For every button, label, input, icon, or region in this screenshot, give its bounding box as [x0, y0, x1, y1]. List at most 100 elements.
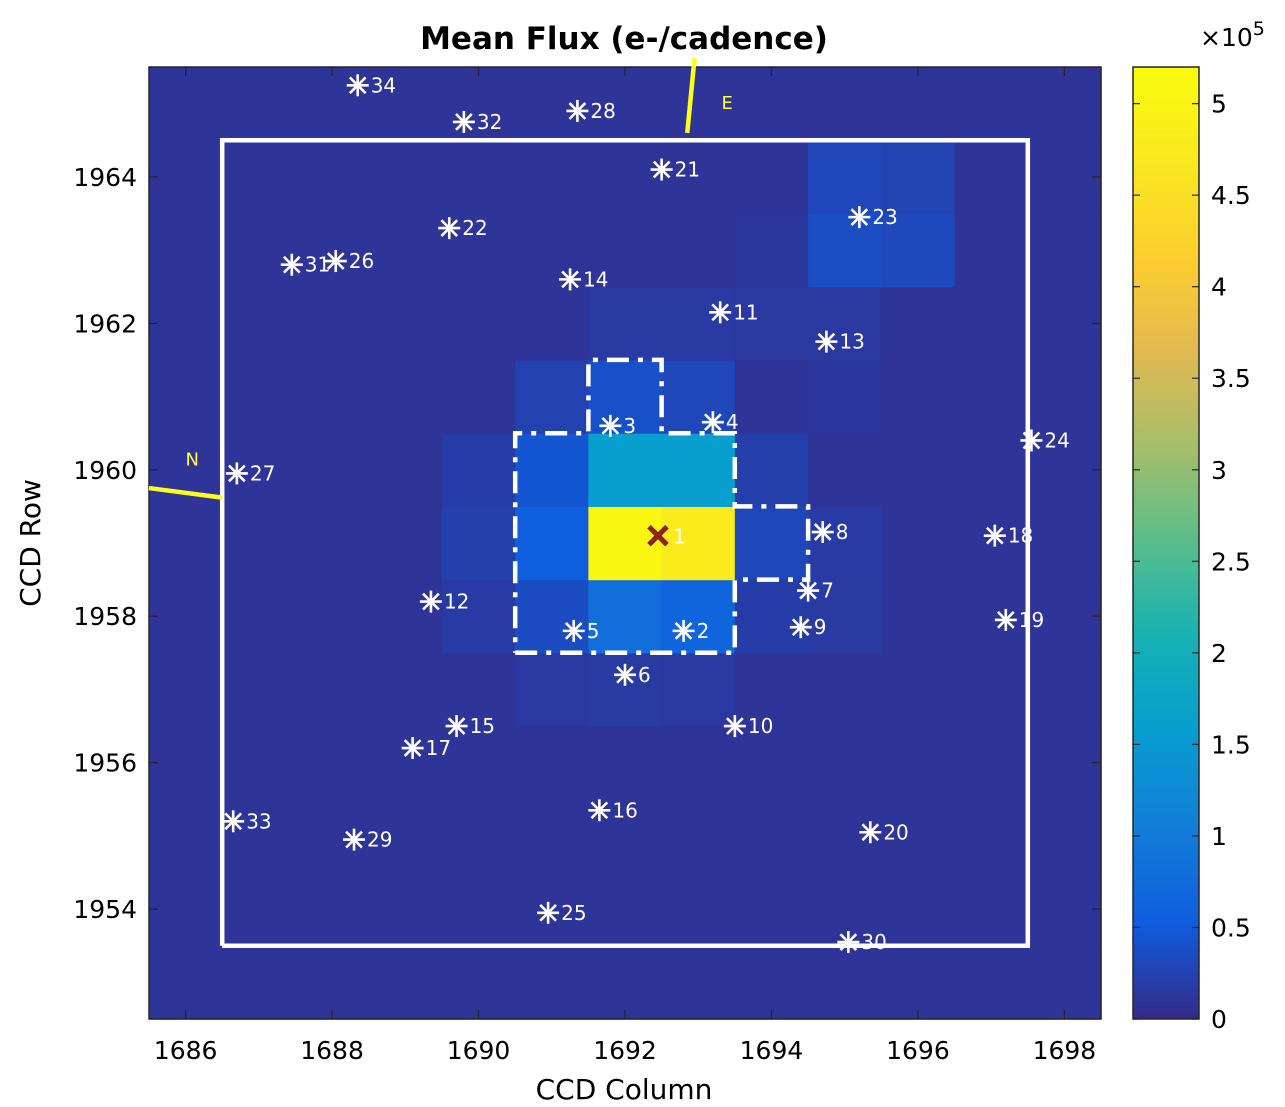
heatmap-cell	[441, 140, 516, 215]
heatmap-cell	[149, 67, 223, 141]
heatmap-cell	[149, 286, 223, 361]
star-stroke	[561, 270, 579, 289]
star-label: 33	[246, 809, 271, 833]
star-stroke	[455, 113, 473, 131]
compass-overlay: NE	[148, 57, 733, 500]
heatmap-cell	[222, 359, 297, 434]
heatmap-cell	[222, 213, 297, 288]
heatmap-cell	[295, 652, 370, 727]
heatmap-cell	[881, 872, 956, 947]
aperture-boundary	[219, 137, 1031, 949]
heatmap-cell	[1027, 67, 1102, 141]
star-marker-14: 14	[559, 267, 609, 291]
heatmap-cell	[441, 67, 516, 141]
heatmap-cell	[368, 140, 443, 215]
heatmap-cell	[661, 506, 736, 581]
target-label: 1	[673, 525, 686, 549]
heatmap-cell	[808, 506, 882, 581]
heatmap-cell	[441, 872, 516, 947]
north-label: N	[185, 450, 198, 471]
heatmap-cell	[954, 286, 1029, 361]
colorbar-ramp	[1132, 66, 1200, 1020]
star-stroke	[996, 611, 1015, 629]
x-tick-label: 1698	[1033, 1036, 1097, 1065]
colorbar-tick-label: 3.5	[1211, 364, 1251, 393]
star-label: 5	[587, 619, 600, 643]
heatmap-cell	[881, 433, 956, 507]
heatmap-cell	[954, 213, 1029, 288]
star-marker-7: 7	[797, 579, 834, 603]
star-marker-27: 27	[225, 461, 275, 485]
x-tick-label: 1692	[593, 1036, 657, 1065]
y-tick-label: 1964	[73, 163, 137, 192]
star-stroke	[652, 160, 671, 179]
star-marker-19: 19	[994, 608, 1044, 632]
aperture-overlays	[219, 137, 1031, 949]
heatmap-cell	[588, 213, 663, 288]
heatmap-cell	[222, 726, 297, 800]
x-tick-label: 1688	[300, 1036, 364, 1065]
heatmap-cell	[588, 726, 663, 800]
star-marker-10: 10	[723, 714, 773, 738]
heatmap-cell	[734, 286, 809, 361]
x-tick-marks	[149, 67, 1101, 1019]
east-arrow	[685, 57, 697, 134]
heatmap-cell	[222, 579, 297, 654]
east-label: E	[722, 93, 733, 114]
heatmap-cell	[222, 506, 297, 581]
colorbar-tick-label: 0	[1211, 1005, 1227, 1034]
colorbar-ticks: 0 0.5 1 1.5 2 2.5 3 3.5 4 4.5 5	[1133, 90, 1251, 1034]
star-label: 17	[426, 736, 451, 760]
target-cross-stroke	[647, 524, 669, 547]
heatmap-cell	[368, 67, 443, 141]
heatmap-cell	[441, 506, 516, 581]
heatmap-cell	[441, 359, 516, 434]
heatmap-cell	[1027, 579, 1102, 654]
heatmap-cell	[222, 945, 297, 1020]
heatmap-cell	[661, 726, 736, 800]
heatmap-cell	[588, 945, 663, 1020]
heatmap-cell	[734, 945, 809, 1020]
heatmap-cell	[734, 726, 809, 800]
heatmap-cell	[368, 872, 443, 947]
heatmap-cell	[588, 359, 663, 434]
star-marker-4: 4	[701, 410, 739, 434]
star-stroke	[422, 592, 440, 611]
heatmap-cell	[661, 579, 736, 654]
heatmap-cell	[954, 872, 1029, 947]
star-label: 26	[349, 249, 374, 273]
heatmap-cell	[954, 726, 1029, 800]
heatmap-cell	[954, 579, 1029, 654]
star-stroke	[224, 812, 243, 831]
heatmap-cell	[588, 140, 663, 215]
star-label: 31	[305, 253, 330, 277]
heatmap-cell	[515, 652, 589, 727]
heatmap-cell	[661, 945, 736, 1020]
star-stroke	[447, 717, 466, 735]
heatmap-cell	[295, 359, 370, 434]
heatmap-cell	[295, 726, 370, 800]
star-label: 6	[638, 663, 651, 687]
star-marker-32: 32	[452, 110, 502, 134]
heatmap-cell	[441, 726, 516, 800]
heatmap-cell	[1027, 433, 1102, 507]
star-marker-13: 13	[815, 330, 865, 354]
optimal-aperture	[512, 357, 811, 656]
heatmap-cell	[734, 872, 809, 947]
x-tick-label: 1690	[447, 1036, 511, 1065]
star-stroke	[850, 208, 869, 226]
heatmap-cell	[295, 140, 370, 215]
star-marker-22: 22	[438, 216, 488, 240]
star-label: 16	[612, 798, 637, 822]
heatmap-cell	[954, 67, 1029, 141]
star-marker-33: 33	[222, 809, 272, 833]
star-label: 11	[733, 300, 758, 324]
heatmap-cell	[661, 286, 736, 361]
star-stroke	[348, 76, 367, 95]
heatmap-cell	[515, 140, 589, 215]
star-stroke	[817, 332, 836, 351]
heatmap-cell	[661, 799, 736, 874]
x-axis-label: CCD Column	[536, 1073, 713, 1106]
heatmap-cell	[1027, 140, 1102, 215]
star-label: 19	[1019, 608, 1044, 632]
